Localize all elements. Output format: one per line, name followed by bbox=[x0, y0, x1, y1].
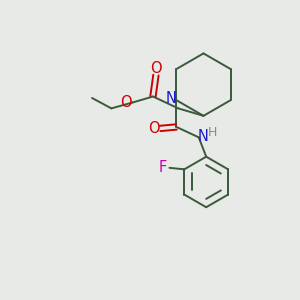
Text: O: O bbox=[120, 95, 132, 110]
Text: O: O bbox=[148, 121, 159, 136]
Text: O: O bbox=[150, 61, 162, 76]
Text: N: N bbox=[198, 129, 209, 144]
Text: H: H bbox=[208, 125, 217, 139]
Text: N: N bbox=[166, 91, 177, 106]
Text: F: F bbox=[159, 160, 167, 175]
